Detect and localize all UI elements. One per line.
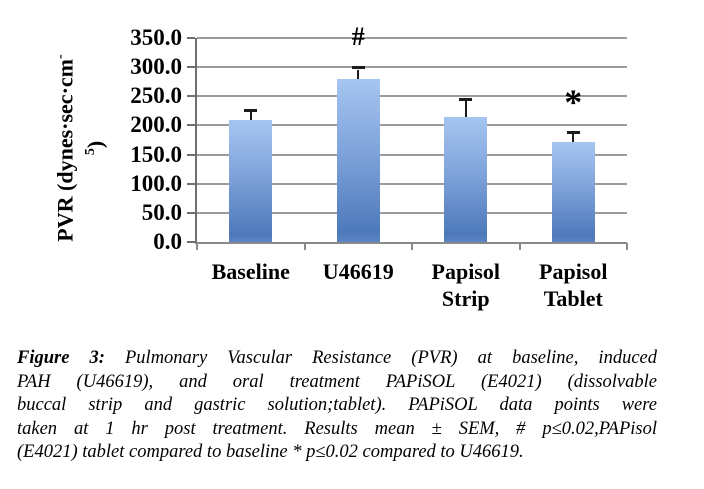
figure-caption: Figure 3: Pulmonary Vascular Resistance … bbox=[17, 347, 657, 465]
gridline bbox=[197, 211, 627, 214]
gridline bbox=[197, 37, 627, 39]
y-axis-tick bbox=[187, 124, 195, 127]
x-axis-tick bbox=[518, 243, 521, 250]
error-bar-papisol-tablet bbox=[572, 134, 575, 142]
y-axis-tick-label: 0.0 bbox=[153, 229, 182, 254]
caption-line-3: buccal strip and gastric solution;tablet… bbox=[17, 395, 657, 415]
plot-area: 0.0 50.0 100.0 150.0 200.0 250.0 300.0 350.0 Bas… bbox=[130, 23, 628, 311]
y-axis-tick bbox=[187, 211, 195, 214]
gridline bbox=[197, 66, 627, 69]
error-bar-cap-papisol-tablet bbox=[566, 131, 580, 135]
significance-star-marker: * bbox=[564, 82, 583, 123]
error-bar-u46619 bbox=[357, 69, 360, 79]
y-axis-tick-label: 300.0 bbox=[130, 54, 182, 80]
gridline bbox=[197, 124, 627, 127]
y-axis-tick-label: 250.0 bbox=[130, 83, 182, 109]
y-axis-tick bbox=[187, 66, 195, 69]
x-axis-tick bbox=[411, 243, 413, 250]
caption-line-2: PAH (U46619), and oral treatment PAPiSOL… bbox=[17, 371, 657, 392]
bar-u46619 bbox=[336, 78, 380, 242]
caption-line-1: Figure 3: Pulmonary Vascular Resistance … bbox=[17, 348, 657, 368]
significance-hash-marker: # bbox=[351, 21, 365, 51]
y-axis-tick-label: 50.0 bbox=[141, 199, 182, 225]
y-axis-tick bbox=[187, 182, 195, 185]
error-bar-cap-u46619 bbox=[351, 66, 365, 70]
caption-figure-label: Figure 3: bbox=[17, 348, 105, 368]
pvr-bar-chart: PVR (dynes·sec·cm- 5) 0.0 50.0 100.0 150.0 2… bbox=[52, 23, 628, 311]
error-bar-papisol-strip bbox=[464, 100, 467, 118]
x-axis-tick bbox=[626, 243, 628, 250]
gridline bbox=[197, 95, 627, 98]
error-bar-cap-baseline bbox=[244, 109, 258, 113]
error-bar-cap-papisol-strip bbox=[459, 97, 473, 101]
error-bar-baseline bbox=[249, 112, 252, 121]
caption-line-5: (E4021) tablet compared to baseline * p≤… bbox=[17, 442, 524, 462]
x-axis-label-papisol-strip: Papisol Strip bbox=[431, 259, 500, 311]
bar-baseline bbox=[229, 120, 273, 242]
bar-papisol-strip bbox=[444, 117, 488, 242]
gridline bbox=[197, 182, 627, 185]
y-axis-tick-label: 200.0 bbox=[130, 112, 182, 138]
x-axis-tick bbox=[196, 243, 198, 250]
bar-papisol-tablet bbox=[551, 141, 595, 242]
y-axis-tick bbox=[187, 153, 195, 156]
x-axis-label-baseline: Baseline bbox=[211, 259, 290, 284]
y-axis-tick bbox=[187, 241, 195, 243]
y-axis-tick-label: 350.0 bbox=[130, 25, 182, 50]
gridline bbox=[197, 153, 627, 156]
y-axis-tick bbox=[187, 37, 195, 39]
y-axis-title-line1: PVR (dynes·sec·cm- bbox=[52, 54, 78, 242]
y-axis-tick-label: 100.0 bbox=[130, 170, 182, 196]
x-axis-tick bbox=[303, 243, 306, 250]
x-axis-label-papisol-tablet: Papisol Tablet bbox=[539, 259, 608, 311]
y-axis-tick-label: 150.0 bbox=[130, 141, 182, 167]
x-axis-label-u46619: U46619 bbox=[322, 259, 394, 284]
caption-line-4: taken at 1 hr post treatment. Results me… bbox=[17, 418, 657, 439]
y-axis-tick bbox=[187, 95, 195, 98]
